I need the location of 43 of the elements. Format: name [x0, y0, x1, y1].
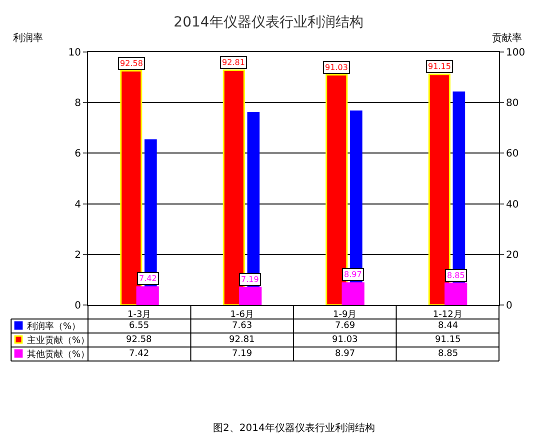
- y-tick-label: 6: [74, 148, 81, 160]
- annotation: 92.58: [120, 59, 143, 68]
- data-label: 92.81: [229, 335, 255, 345]
- data-label: 91.15: [435, 335, 461, 345]
- data-label: 8.44: [438, 321, 458, 331]
- data-label: 8.85: [438, 349, 458, 359]
- annotation: 7.19: [241, 275, 259, 284]
- y2-tick-label: 100: [506, 48, 526, 58]
- y2-axis-title: 贡献率: [492, 32, 522, 44]
- data-label: 7.42: [129, 349, 150, 359]
- annotation: 8.97: [344, 270, 362, 279]
- annotation: 7.42: [139, 274, 157, 283]
- y-tick-label: 8: [74, 98, 81, 110]
- caption: 图2、2014年仪器仪表行业利润结构: [213, 422, 375, 434]
- data-label: 6.55: [129, 321, 150, 331]
- y2-tick-label: 40: [506, 199, 519, 210]
- y-axis-title: 利润率: [13, 32, 43, 44]
- annotation: 91.15: [428, 62, 451, 71]
- x-tick-label: 1-3月: [128, 310, 152, 320]
- y-tick-label: 2: [74, 250, 81, 261]
- y2-tick-label: 60: [506, 148, 519, 160]
- data-label: 92.58: [126, 335, 152, 345]
- legend-label: 利润率（%）: [27, 321, 81, 332]
- x-tick-label: 1-12月: [432, 310, 462, 320]
- data-label: 91.03: [332, 335, 358, 345]
- data-label: 7.19: [232, 349, 252, 359]
- chart-title: 2014年仪器仪表行业利润结构: [174, 14, 364, 31]
- y2-tick-label: 80: [506, 98, 519, 110]
- y2-tick-label: 0: [506, 300, 512, 312]
- data-label: 7.63: [232, 321, 252, 331]
- x-tick-label: 1-9月: [333, 310, 357, 320]
- legend-label: 主业贡献（%）: [27, 335, 90, 346]
- data-label: 7.69: [335, 321, 356, 331]
- data-label: 8.97: [335, 349, 356, 359]
- y-tick-label: 10: [68, 48, 81, 58]
- annotation: 8.85: [447, 271, 465, 280]
- y-tick-label: 0: [74, 300, 81, 312]
- legend-label: 其他贡献（%）: [27, 349, 90, 360]
- y-tick-label: 4: [74, 199, 81, 210]
- y2-tick-label: 20: [506, 250, 519, 261]
- x-tick-label: 1-6月: [230, 310, 254, 320]
- annotation: 92.81: [222, 58, 245, 67]
- annotation: 91.03: [325, 63, 348, 72]
